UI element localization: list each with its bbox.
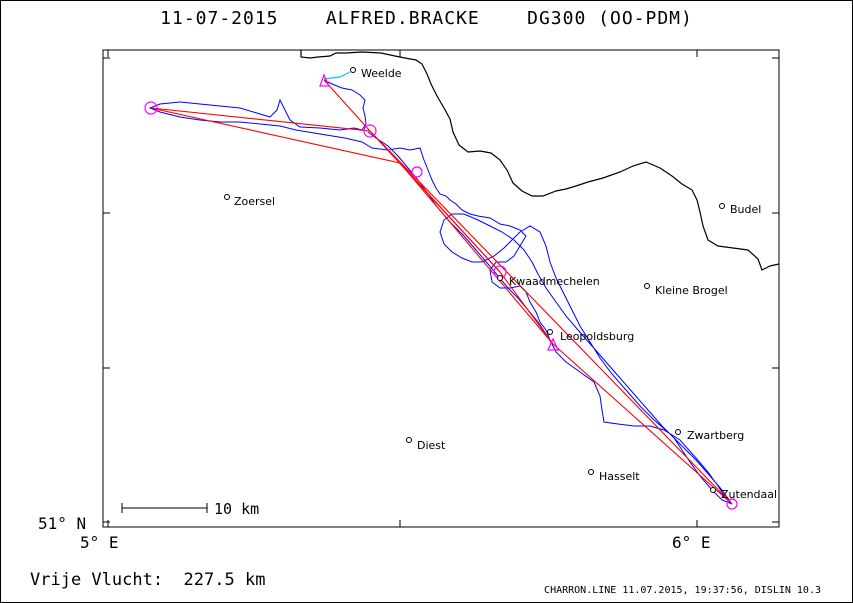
place-marker <box>588 469 594 475</box>
place-marker <box>224 194 230 200</box>
flight-date: 11-07-2015 <box>160 8 279 29</box>
place-marker <box>675 429 681 435</box>
start-leg <box>323 71 351 80</box>
scale-bar <box>121 503 208 513</box>
finish-triangle <box>547 337 559 351</box>
place-label-kwaadmechelen: Kwaadmechelen <box>509 275 600 288</box>
scale-bar-label: 10 km <box>214 500 259 518</box>
flight-title: 11-07-2015 ALFRED.BRACKE DG300 (OO-PDM) <box>0 8 853 29</box>
free-flight-distance: Vrije Vlucht: 227.5 km <box>30 570 265 590</box>
place-label-diest: Diest <box>417 439 446 452</box>
place-markers <box>224 67 725 493</box>
place-label-leopoldsburg: Leopoldsburg <box>560 330 634 343</box>
turnpoint-marker <box>726 498 738 510</box>
footer-info: CHARRON.LINE 11.07.2015, 19:37:56, DISLI… <box>544 585 821 596</box>
place-marker <box>710 487 716 493</box>
glider-id: DG300 (OO-PDM) <box>527 8 693 29</box>
turnpoints <box>144 73 738 510</box>
distance-label: Vrije Vlucht: <box>30 570 164 590</box>
place-label-kleine-brogel: Kleine Brogel <box>655 284 728 297</box>
place-marker <box>547 329 553 335</box>
place-label-hasselt: Hasselt <box>599 470 640 483</box>
turnpoint-marker <box>144 101 158 115</box>
place-marker <box>719 203 725 209</box>
task-legs <box>150 79 733 505</box>
place-label-budel: Budel <box>730 203 761 216</box>
place-label-zwartberg: Zwartberg <box>687 429 744 442</box>
latitude-label: 51° N <box>38 514 86 533</box>
axis-ticks <box>103 50 779 527</box>
start-triangle <box>319 73 330 87</box>
turnpoint-marker <box>411 166 423 178</box>
place-label-zutendaal: Zutendaal <box>721 488 777 501</box>
place-label-weelde: Weelde <box>361 67 402 80</box>
plot-area <box>102 49 780 528</box>
longitude-label-right: 6° E <box>672 533 711 552</box>
national-border <box>300 50 780 271</box>
place-marker <box>497 275 503 281</box>
distance-value: 227.5 km <box>183 570 266 590</box>
place-label-zoersel: Zoersel <box>234 195 275 208</box>
place-marker <box>644 283 650 289</box>
longitude-label-left: 5° E <box>80 533 119 552</box>
pilot-name: ALFRED.BRACKE <box>325 8 480 29</box>
place-marker <box>406 437 412 443</box>
place-marker <box>350 67 356 73</box>
turnpoint-marker <box>363 124 377 138</box>
